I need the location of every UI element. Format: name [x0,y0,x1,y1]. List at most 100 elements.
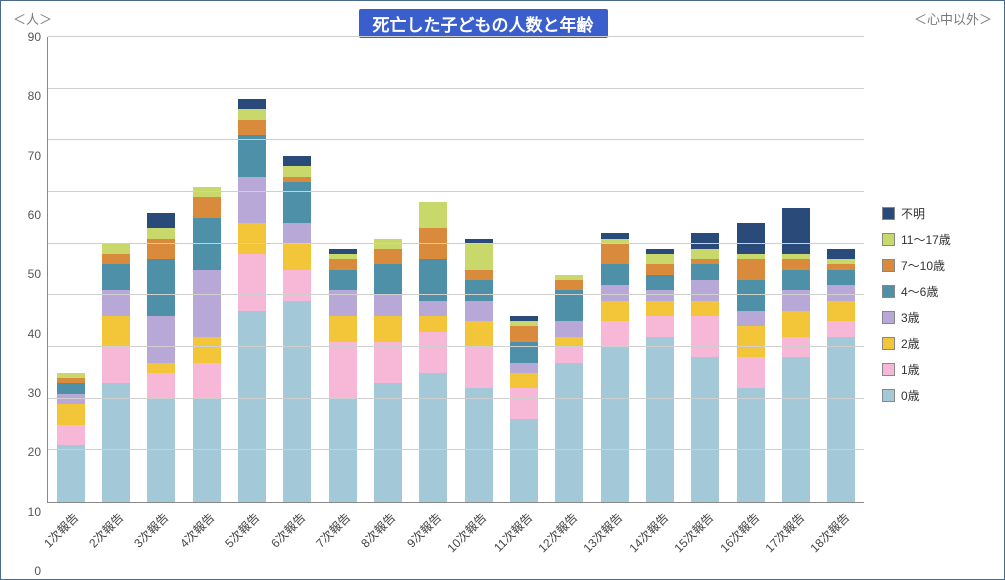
seg-unk [737,223,765,254]
legend-item-age0: 0歳 [882,387,992,404]
seg-age7_10 [238,120,266,136]
seg-age2 [147,363,175,373]
seg-age3 [510,363,538,373]
bar-6 [283,37,311,502]
legend-item-age11_17: 11～17歳 [882,231,992,248]
legend-swatch [882,207,895,220]
seg-age0 [374,383,402,502]
seg-age3 [419,301,447,317]
seg-age1 [283,270,311,301]
seg-age11_17 [193,187,221,197]
bar-16 [737,37,765,502]
legend-swatch [882,285,895,298]
seg-age4_6 [691,264,719,280]
legend-swatch [882,259,895,272]
legend-item-age2: 2歳 [882,335,992,352]
seg-age4_6 [782,270,810,291]
y-axis-label: ＜人＞ [13,9,52,28]
seg-age3 [691,280,719,301]
seg-unk [147,213,175,229]
bar-15 [691,37,719,502]
seg-age4_6 [601,264,629,285]
y-tick-50: 50 [28,267,41,281]
seg-age0 [102,383,130,502]
seg-age7_10 [329,259,357,269]
legend-swatch [882,363,895,376]
seg-unk [782,208,810,255]
seg-age11_17 [238,109,266,119]
seg-age0 [601,347,629,502]
seg-age0 [691,357,719,502]
x-axis-labels: 1次報告2次報告3次報告4次報告5次報告6次報告7次報告8次報告9次報告10次報… [47,503,864,571]
seg-age4_6 [57,383,85,393]
seg-age3 [555,321,583,337]
seg-age4_6 [147,259,175,316]
seg-unk [691,233,719,249]
y-tick-30: 30 [28,386,41,400]
seg-age1 [193,363,221,399]
seg-unk [283,156,311,166]
seg-age4_6 [510,342,538,363]
seg-age7_10 [465,270,493,280]
seg-unk [238,99,266,109]
y-tick-20: 20 [28,445,41,459]
legend-item-age1: 1歳 [882,361,992,378]
seg-age1 [510,388,538,419]
seg-age0 [510,419,538,502]
seg-age2 [465,321,493,347]
y-tick-0: 0 [34,564,41,578]
seg-age11_17 [691,249,719,259]
chart-title: 死亡した子どもの人数と年齢 [359,9,608,38]
seg-age2 [57,404,85,425]
seg-age4_6 [238,135,266,176]
seg-age0 [238,311,266,502]
seg-age3 [147,316,175,363]
legend-label: 3歳 [901,309,920,326]
seg-age7_10 [147,239,175,260]
seg-age4_6 [374,264,402,295]
y-tick-60: 60 [28,208,41,222]
seg-age4_6 [737,280,765,311]
seg-age2 [646,301,674,317]
seg-age11_17 [102,244,130,254]
y-tick-80: 80 [28,89,41,103]
seg-age11_17 [419,202,447,228]
seg-age0 [419,373,447,502]
seg-age2 [691,301,719,317]
legend-label: 4～6歳 [901,283,938,300]
bars-layer [48,37,864,502]
seg-age7_10 [419,228,447,259]
seg-age4_6 [465,280,493,301]
seg-age2 [510,373,538,389]
seg-age3 [827,285,855,301]
legend-label: 1歳 [901,361,920,378]
bar-9 [419,37,447,502]
seg-age1 [57,425,85,446]
seg-age3 [646,290,674,300]
seg-age4_6 [102,264,130,290]
seg-age7_10 [555,280,583,290]
bar-4 [193,37,221,502]
chart-body: 0102030405060708090 1次報告2次報告3次報告4次報告5次報告… [13,37,992,571]
seg-age2 [782,311,810,337]
seg-age1 [782,337,810,358]
seg-age1 [329,342,357,399]
seg-age3 [374,295,402,316]
seg-age3 [465,301,493,322]
seg-age3 [782,290,810,311]
seg-age4_6 [646,275,674,291]
seg-age2 [374,316,402,342]
legend-item-unk: 不明 [882,205,992,222]
bar-18 [827,37,855,502]
seg-age7_10 [737,259,765,280]
seg-age1 [465,347,493,388]
seg-age4_6 [329,270,357,291]
y-tick-90: 90 [28,30,41,44]
seg-age0 [737,388,765,502]
seg-age1 [646,316,674,337]
seg-age1 [238,254,266,311]
seg-age2 [283,244,311,270]
seg-age0 [57,445,85,502]
seg-age11_17 [646,254,674,264]
seg-age7_10 [510,326,538,342]
